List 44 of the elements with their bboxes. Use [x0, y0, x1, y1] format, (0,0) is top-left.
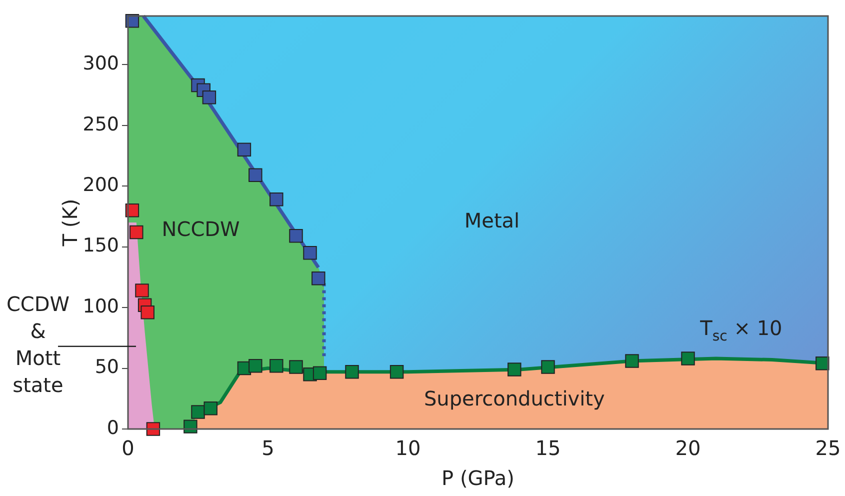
y-tick-label: 300 — [82, 52, 119, 75]
point — [270, 358, 284, 373]
y-tick-label: 150 — [82, 234, 119, 257]
x-tick-label: 5 — [262, 436, 274, 460]
point — [130, 225, 144, 240]
point — [312, 366, 327, 380]
point — [146, 422, 160, 436]
x-tick-label: 25 — [815, 436, 841, 460]
point — [270, 192, 284, 206]
point — [204, 401, 218, 416]
point — [390, 365, 404, 379]
point — [248, 168, 262, 182]
x-axis-title: P (GPa) — [442, 466, 514, 490]
y-tick-label: 0 — [106, 416, 119, 439]
point — [237, 142, 252, 156]
annotation: CCDW & Mott state — [6, 292, 70, 398]
point — [681, 352, 695, 366]
point — [140, 306, 154, 320]
point — [625, 354, 639, 368]
annotation: Superconductivity — [424, 386, 606, 410]
point — [289, 360, 303, 374]
point — [541, 360, 555, 374]
annotation: Metal — [464, 208, 520, 233]
point — [508, 362, 522, 376]
point — [135, 284, 149, 298]
point — [248, 358, 262, 373]
point — [191, 405, 205, 419]
x-tick-label: 20 — [675, 436, 701, 460]
y-tick-label: 100 — [82, 295, 119, 318]
x-tick-label: 10 — [395, 436, 421, 460]
point — [345, 365, 359, 379]
annotation: NCCDW — [162, 216, 240, 241]
y-tick-label: 50 — [94, 356, 119, 378]
point — [202, 90, 216, 104]
point — [303, 246, 317, 260]
point — [289, 229, 303, 243]
point — [816, 356, 830, 370]
y-tick-label: 250 — [82, 113, 119, 136]
x-tick-label: 15 — [535, 436, 561, 460]
x-tick-label: 0 — [122, 436, 134, 460]
point — [312, 272, 326, 286]
point — [184, 420, 198, 434]
y-tick-label: 200 — [82, 174, 119, 196]
y-axis-title: T (K) — [58, 198, 82, 248]
